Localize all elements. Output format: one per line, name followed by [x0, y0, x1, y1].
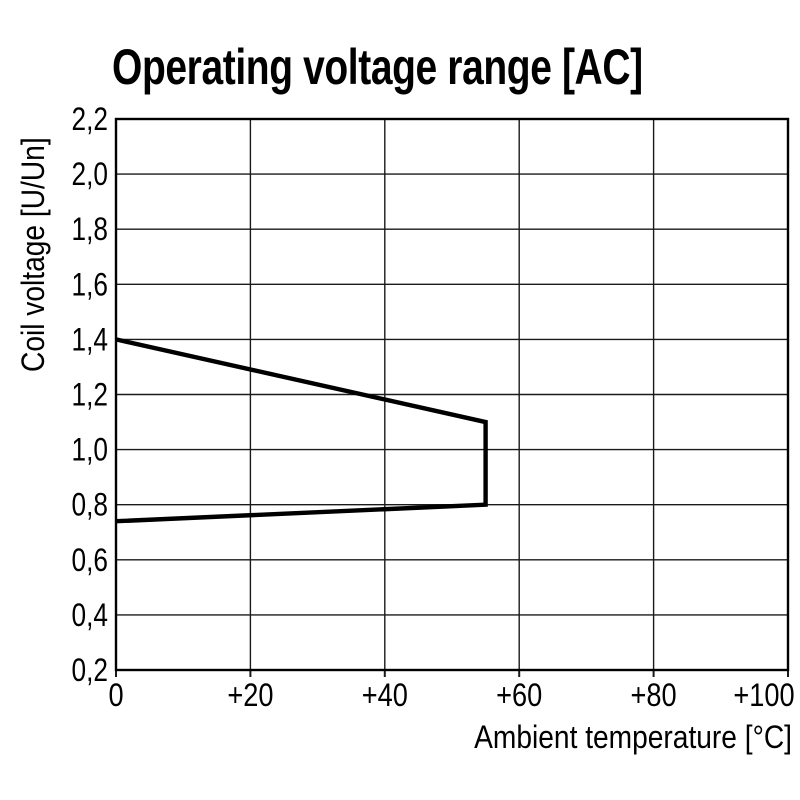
y-tick-label: 0,4 — [72, 599, 108, 634]
x-tick-labels: 0 +20 +40 +60 +80 +100 — [108, 678, 794, 714]
y-tick-labels: 2,2 2,0 1,8 1,6 1,4 1,2 1,0 0,8 0,6 0,4 0,2 — [72, 103, 108, 689]
y-tick-label: 2,0 — [72, 158, 108, 193]
y-tick-label: 0,8 — [72, 488, 108, 523]
series-operating-range-boundary — [115, 337, 488, 524]
x-tick-label: 0 — [108, 678, 123, 714]
y-tick-label: 1,8 — [72, 213, 108, 248]
grid-lines — [116, 119, 788, 670]
x-tick-label: +100 — [733, 678, 794, 714]
y-tick-label: 1,2 — [72, 378, 108, 413]
plot-border-group — [114, 117, 790, 672]
x-tick-label: +20 — [227, 678, 273, 714]
x-tick-label: +80 — [631, 678, 677, 714]
y-tick-label: 2,2 — [72, 103, 108, 138]
y-tick-label: 0,6 — [72, 543, 108, 578]
chart-title: Operating voltage range [AC] — [112, 38, 643, 95]
y-tick-label: 0,2 — [72, 654, 108, 689]
data-series — [115, 337, 488, 524]
x-axis-label: Ambient temperature [°C] — [474, 720, 792, 755]
y-tick-label: 1,0 — [72, 433, 108, 468]
y-tick-label: 1,6 — [72, 268, 108, 303]
plot-border — [114, 117, 790, 672]
x-tick-label: +40 — [362, 678, 408, 714]
y-tick-label: 1,4 — [72, 323, 108, 358]
y-axis-label: Coil voltage [U/Un] — [16, 137, 51, 372]
x-tick-label: +60 — [496, 678, 542, 714]
